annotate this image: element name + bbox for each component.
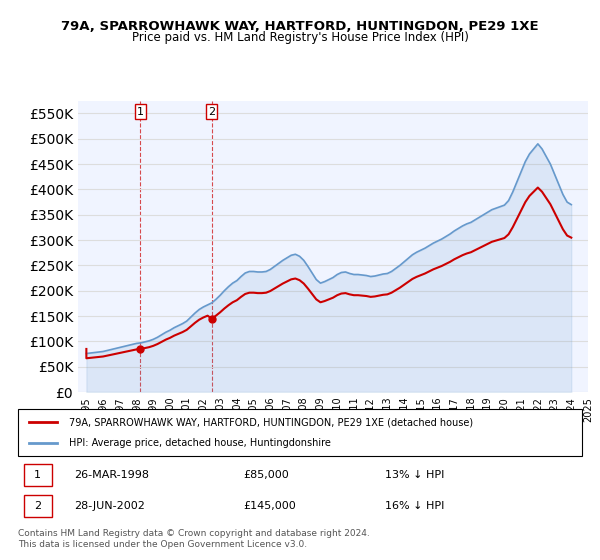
FancyBboxPatch shape — [23, 494, 52, 517]
Text: 13% ↓ HPI: 13% ↓ HPI — [385, 470, 444, 480]
Text: Price paid vs. HM Land Registry's House Price Index (HPI): Price paid vs. HM Land Registry's House … — [131, 31, 469, 44]
Text: 28-JUN-2002: 28-JUN-2002 — [74, 501, 145, 511]
Text: £85,000: £85,000 — [244, 470, 289, 480]
Text: HPI: Average price, detached house, Huntingdonshire: HPI: Average price, detached house, Hunt… — [69, 438, 331, 448]
FancyBboxPatch shape — [23, 464, 52, 486]
Text: 1: 1 — [34, 470, 41, 480]
Text: 26-MAR-1998: 26-MAR-1998 — [74, 470, 149, 480]
Text: 16% ↓ HPI: 16% ↓ HPI — [385, 501, 444, 511]
Text: £145,000: £145,000 — [244, 501, 296, 511]
Text: 79A, SPARROWHAWK WAY, HARTFORD, HUNTINGDON, PE29 1XE (detached house): 79A, SPARROWHAWK WAY, HARTFORD, HUNTINGD… — [69, 417, 473, 427]
Text: 2: 2 — [34, 501, 41, 511]
Text: Contains HM Land Registry data © Crown copyright and database right 2024.
This d: Contains HM Land Registry data © Crown c… — [18, 529, 370, 549]
Text: 79A, SPARROWHAWK WAY, HARTFORD, HUNTINGDON, PE29 1XE: 79A, SPARROWHAWK WAY, HARTFORD, HUNTINGD… — [61, 20, 539, 32]
FancyBboxPatch shape — [18, 409, 582, 456]
Text: 1: 1 — [137, 106, 144, 116]
Text: 2: 2 — [208, 106, 215, 116]
